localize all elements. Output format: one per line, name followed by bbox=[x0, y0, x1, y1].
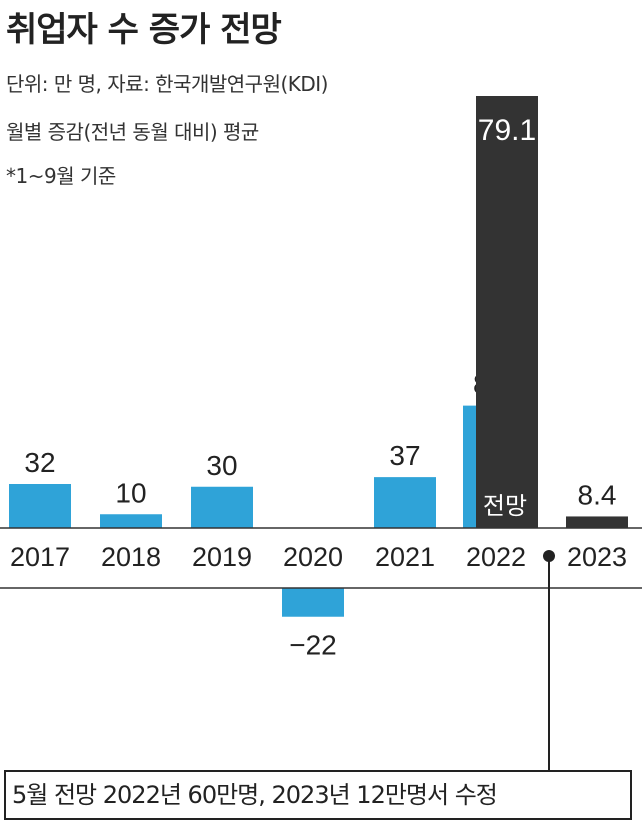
x-tick-label-2018: 2018 bbox=[101, 542, 161, 572]
revision-footnote: 5월 전망 2022년 60만명, 2023년 12만명서 수정 bbox=[4, 770, 632, 820]
bar-actual-2020 bbox=[282, 588, 344, 617]
x-tick-label-2022: 2022 bbox=[466, 542, 526, 572]
chart-title: 취업자 수 증가 전망 bbox=[6, 10, 282, 50]
bar-actual-2021 bbox=[374, 477, 436, 528]
value-label-actual-2019: 30 bbox=[206, 450, 237, 481]
value-label-actual-2020: −22 bbox=[289, 630, 337, 661]
x-tick-label-2020: 2020 bbox=[283, 542, 343, 572]
value-label-actual-2018: 10 bbox=[115, 477, 146, 508]
forecast-label: 전망 bbox=[483, 492, 527, 520]
bar-actual-2017 bbox=[9, 484, 71, 528]
bar-forecast-2022 bbox=[476, 96, 538, 528]
x-tick-label-2021: 2021 bbox=[375, 542, 435, 572]
bar-actual-2018 bbox=[100, 514, 162, 528]
bar-actual-2019 bbox=[191, 486, 253, 528]
unit-source-note: 단위: 만 명, 자료: 한국개발연구원(KDI) bbox=[6, 72, 328, 96]
x-tick-label-2017: 2017 bbox=[10, 542, 70, 572]
value-label-forecast-2022: 79.1 bbox=[478, 114, 536, 147]
x-tick-label-2023: 2023 bbox=[567, 542, 627, 572]
value-label-actual-2021: 37 bbox=[389, 440, 420, 471]
measure-note: 월별 증감(전년 동월 대비) 평균 bbox=[6, 120, 259, 144]
x-tick-label-2019: 2019 bbox=[192, 542, 252, 572]
value-label-actual-2017: 32 bbox=[24, 447, 55, 478]
value-label-forecast-2023: 8.4 bbox=[578, 479, 617, 510]
basis-note: *1~9월 기준 bbox=[6, 164, 116, 188]
bar-forecast-2023 bbox=[566, 516, 628, 528]
